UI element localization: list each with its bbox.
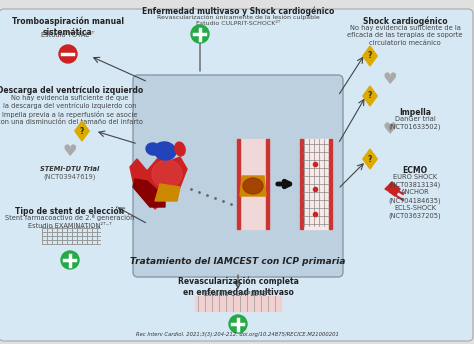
Bar xyxy=(237,139,269,229)
Bar xyxy=(195,296,281,311)
Polygon shape xyxy=(385,182,400,196)
Ellipse shape xyxy=(243,178,263,194)
Text: ?: ? xyxy=(368,154,372,163)
Polygon shape xyxy=(363,149,377,169)
FancyBboxPatch shape xyxy=(133,75,343,277)
Bar xyxy=(195,296,281,311)
FancyBboxPatch shape xyxy=(0,9,473,341)
Text: No hay evidencia suficiente de la
eficacia de las terapias de soporte
circulator: No hay evidencia suficiente de la eficac… xyxy=(347,25,463,46)
Circle shape xyxy=(229,315,247,333)
Polygon shape xyxy=(75,121,89,141)
Text: Revascularización completa
en enfermedad multivaso: Revascularización completa en enfermedad… xyxy=(178,276,299,297)
Polygon shape xyxy=(133,179,165,207)
Text: Enfermedad multivaso y Shock cardiogénico: Enfermedad multivaso y Shock cardiogénic… xyxy=(142,6,334,15)
Text: Impella: Impella xyxy=(399,108,431,117)
Ellipse shape xyxy=(146,143,160,155)
Bar xyxy=(237,139,240,229)
Text: Estudio COMPLETE²ᵀ: Estudio COMPLETE²ᵀ xyxy=(204,291,272,297)
Ellipse shape xyxy=(175,142,185,156)
Text: Estudio TOTAL²ᵀ: Estudio TOTAL²ᵀ xyxy=(41,32,95,38)
Text: Tipo de stent de elección: Tipo de stent de elección xyxy=(15,206,125,215)
Polygon shape xyxy=(155,184,180,201)
Text: Shock cardiogénico: Shock cardiogénico xyxy=(363,16,447,25)
Text: Stent farmacoactivo de 2.ª generación
Estudio EXAMINATION²ᵀ⁻ᵀ: Stent farmacoactivo de 2.ª generación Es… xyxy=(5,214,135,228)
Text: ?: ? xyxy=(80,127,84,136)
Circle shape xyxy=(59,45,77,63)
Polygon shape xyxy=(130,157,187,209)
Text: ♥: ♥ xyxy=(383,121,397,137)
Text: DanGer trial
(NCT01633502): DanGer trial (NCT01633502) xyxy=(389,116,441,130)
Polygon shape xyxy=(240,176,266,196)
Polygon shape xyxy=(363,46,377,66)
Text: Descarga del ventrículo izquierdo: Descarga del ventrículo izquierdo xyxy=(0,86,143,95)
Bar xyxy=(266,139,269,229)
Circle shape xyxy=(191,25,209,43)
Text: No hay evidencia suficiente de que
la descarga del ventrículo izquierdo con
Impe: No hay evidencia suficiente de que la de… xyxy=(0,95,143,126)
Bar xyxy=(300,139,332,229)
Text: ECMO: ECMO xyxy=(402,166,428,175)
Text: EURO SHOCK
(NCT03813134)
ANCHOR
(NCT04184635)
ECLS-SHOCK
(NCT03637205): EURO SHOCK (NCT03813134) ANCHOR (NCT0418… xyxy=(389,174,441,219)
Text: (NCT03947619): (NCT03947619) xyxy=(44,174,96,181)
Text: Estudio CULPRIT-SCHOCK²ᵀ: Estudio CULPRIT-SCHOCK²ᵀ xyxy=(196,21,280,26)
Ellipse shape xyxy=(154,142,176,160)
Text: Tratamiento del IAMCEST con ICP primaria: Tratamiento del IAMCEST con ICP primaria xyxy=(130,257,346,266)
Bar xyxy=(300,139,303,229)
Bar xyxy=(329,139,332,229)
Text: Tromboaspiración manual
sistemática: Tromboaspiración manual sistemática xyxy=(12,16,124,36)
Circle shape xyxy=(61,251,79,269)
Polygon shape xyxy=(363,86,377,106)
Text: Revascularización únicamente de la lesión culpable: Revascularización únicamente de la lesió… xyxy=(156,14,319,20)
Text: ♥: ♥ xyxy=(63,144,77,160)
Ellipse shape xyxy=(152,160,182,188)
Text: STEMI-DTU Trial: STEMI-DTU Trial xyxy=(40,166,100,172)
Text: ?: ? xyxy=(368,52,372,61)
Bar xyxy=(42,226,100,244)
Text: ♥: ♥ xyxy=(383,72,397,86)
Text: ?: ? xyxy=(368,92,372,100)
Text: Rec Interv Cardiol. 2021;3(3):204-212. doi.org/10.24875/RECICE.M21000201: Rec Interv Cardiol. 2021;3(3):204-212. d… xyxy=(136,332,338,337)
